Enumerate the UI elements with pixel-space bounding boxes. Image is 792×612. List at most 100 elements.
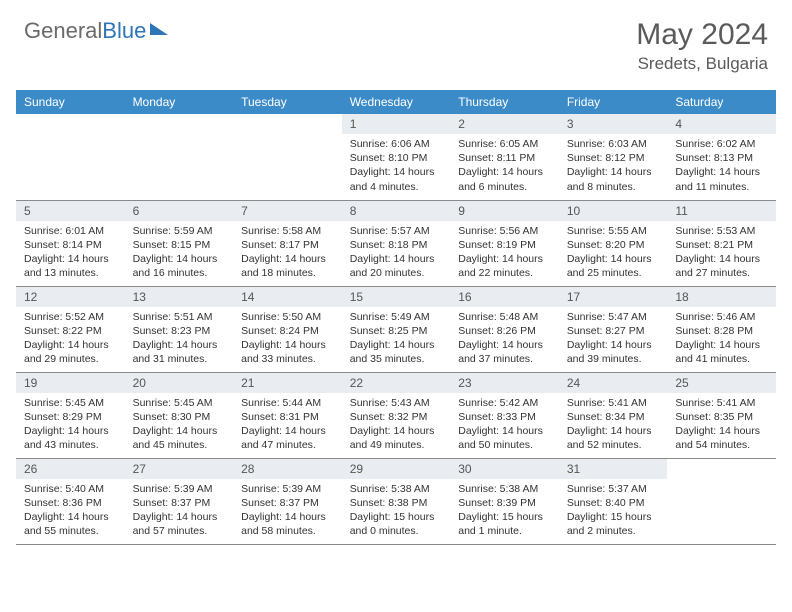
day-number: 13	[125, 287, 234, 307]
day-header: Sunday	[16, 90, 125, 114]
sunset-text: Sunset: 8:32 PM	[350, 410, 443, 424]
daylight-text: Daylight: 14 hours and 33 minutes.	[241, 338, 334, 366]
day-details: Sunrise: 5:59 AMSunset: 8:15 PMDaylight:…	[125, 221, 234, 286]
daylight-text: Daylight: 14 hours and 43 minutes.	[24, 424, 117, 452]
brand-name: GeneralBlue	[24, 18, 146, 44]
sunrise-text: Sunrise: 5:45 AM	[133, 396, 226, 410]
sunset-text: Sunset: 8:30 PM	[133, 410, 226, 424]
sunrise-text: Sunrise: 5:51 AM	[133, 310, 226, 324]
calendar-week-row: 12Sunrise: 5:52 AMSunset: 8:22 PMDayligh…	[16, 286, 776, 372]
calendar-day-cell: 23Sunrise: 5:42 AMSunset: 8:33 PMDayligh…	[450, 372, 559, 458]
sunset-text: Sunset: 8:19 PM	[458, 238, 551, 252]
day-number: 28	[233, 459, 342, 479]
day-details: Sunrise: 5:40 AMSunset: 8:36 PMDaylight:…	[16, 479, 125, 544]
calendar-day-cell: 12Sunrise: 5:52 AMSunset: 8:22 PMDayligh…	[16, 286, 125, 372]
calendar-day-cell: 25Sunrise: 5:41 AMSunset: 8:35 PMDayligh…	[667, 372, 776, 458]
daylight-text: Daylight: 14 hours and 58 minutes.	[241, 510, 334, 538]
day-number: 5	[16, 201, 125, 221]
sunrise-text: Sunrise: 5:37 AM	[567, 482, 660, 496]
sunset-text: Sunset: 8:25 PM	[350, 324, 443, 338]
sunrise-text: Sunrise: 5:55 AM	[567, 224, 660, 238]
day-header-row: SundayMondayTuesdayWednesdayThursdayFrid…	[16, 90, 776, 114]
daylight-text: Daylight: 14 hours and 13 minutes.	[24, 252, 117, 280]
daylight-text: Daylight: 14 hours and 29 minutes.	[24, 338, 117, 366]
daylight-text: Daylight: 14 hours and 11 minutes.	[675, 165, 768, 193]
daylight-text: Daylight: 15 hours and 0 minutes.	[350, 510, 443, 538]
sunset-text: Sunset: 8:24 PM	[241, 324, 334, 338]
sunset-text: Sunset: 8:20 PM	[567, 238, 660, 252]
month-title: May 2024	[636, 18, 768, 52]
day-header: Friday	[559, 90, 668, 114]
day-number: 4	[667, 114, 776, 134]
daylight-text: Daylight: 14 hours and 50 minutes.	[458, 424, 551, 452]
day-number: 17	[559, 287, 668, 307]
calendar-day-cell: 24Sunrise: 5:41 AMSunset: 8:34 PMDayligh…	[559, 372, 668, 458]
calendar-day-cell: 21Sunrise: 5:44 AMSunset: 8:31 PMDayligh…	[233, 372, 342, 458]
sunset-text: Sunset: 8:36 PM	[24, 496, 117, 510]
day-header: Wednesday	[342, 90, 451, 114]
day-details: Sunrise: 5:51 AMSunset: 8:23 PMDaylight:…	[125, 307, 234, 372]
calendar-day-cell: 6Sunrise: 5:59 AMSunset: 8:15 PMDaylight…	[125, 200, 234, 286]
day-header: Monday	[125, 90, 234, 114]
sunrise-text: Sunrise: 5:39 AM	[133, 482, 226, 496]
daylight-text: Daylight: 14 hours and 37 minutes.	[458, 338, 551, 366]
daylight-text: Daylight: 14 hours and 22 minutes.	[458, 252, 551, 280]
calendar-day-cell: 1Sunrise: 6:06 AMSunset: 8:10 PMDaylight…	[342, 114, 451, 200]
day-details: Sunrise: 5:50 AMSunset: 8:24 PMDaylight:…	[233, 307, 342, 372]
day-details: Sunrise: 5:39 AMSunset: 8:37 PMDaylight:…	[233, 479, 342, 544]
calendar-day-cell: 16Sunrise: 5:48 AMSunset: 8:26 PMDayligh…	[450, 286, 559, 372]
daylight-text: Daylight: 14 hours and 39 minutes.	[567, 338, 660, 366]
sunrise-text: Sunrise: 5:57 AM	[350, 224, 443, 238]
calendar-day-cell: 4Sunrise: 6:02 AMSunset: 8:13 PMDaylight…	[667, 114, 776, 200]
calendar-day-cell: 9Sunrise: 5:56 AMSunset: 8:19 PMDaylight…	[450, 200, 559, 286]
sunrise-text: Sunrise: 5:38 AM	[458, 482, 551, 496]
day-details: Sunrise: 5:52 AMSunset: 8:22 PMDaylight:…	[16, 307, 125, 372]
day-details: Sunrise: 6:05 AMSunset: 8:11 PMDaylight:…	[450, 134, 559, 199]
sunrise-text: Sunrise: 5:48 AM	[458, 310, 551, 324]
day-number: 20	[125, 373, 234, 393]
day-number: 21	[233, 373, 342, 393]
day-details: Sunrise: 5:38 AMSunset: 8:38 PMDaylight:…	[342, 479, 451, 544]
daylight-text: Daylight: 15 hours and 2 minutes.	[567, 510, 660, 538]
sunrise-text: Sunrise: 5:56 AM	[458, 224, 551, 238]
daylight-text: Daylight: 14 hours and 16 minutes.	[133, 252, 226, 280]
day-number: 18	[667, 287, 776, 307]
calendar-day-cell: 7Sunrise: 5:58 AMSunset: 8:17 PMDaylight…	[233, 200, 342, 286]
sunset-text: Sunset: 8:38 PM	[350, 496, 443, 510]
daylight-text: Daylight: 14 hours and 47 minutes.	[241, 424, 334, 452]
calendar-day-cell: 22Sunrise: 5:43 AMSunset: 8:32 PMDayligh…	[342, 372, 451, 458]
calendar-day-cell: 17Sunrise: 5:47 AMSunset: 8:27 PMDayligh…	[559, 286, 668, 372]
day-details: Sunrise: 6:01 AMSunset: 8:14 PMDaylight:…	[16, 221, 125, 286]
brand-name-gray: General	[24, 18, 102, 43]
sunrise-text: Sunrise: 5:41 AM	[567, 396, 660, 410]
day-number: 6	[125, 201, 234, 221]
calendar-day-cell: 19Sunrise: 5:45 AMSunset: 8:29 PMDayligh…	[16, 372, 125, 458]
sunset-text: Sunset: 8:17 PM	[241, 238, 334, 252]
sunrise-text: Sunrise: 6:03 AM	[567, 137, 660, 151]
calendar-day-cell: 8Sunrise: 5:57 AMSunset: 8:18 PMDaylight…	[342, 200, 451, 286]
brand-logo: GeneralBlue	[24, 18, 168, 44]
sunset-text: Sunset: 8:21 PM	[675, 238, 768, 252]
daylight-text: Daylight: 14 hours and 25 minutes.	[567, 252, 660, 280]
sunrise-text: Sunrise: 5:44 AM	[241, 396, 334, 410]
day-number: 25	[667, 373, 776, 393]
sunrise-text: Sunrise: 5:39 AM	[241, 482, 334, 496]
daylight-text: Daylight: 14 hours and 45 minutes.	[133, 424, 226, 452]
calendar-week-row: 19Sunrise: 5:45 AMSunset: 8:29 PMDayligh…	[16, 372, 776, 458]
sunrise-text: Sunrise: 5:45 AM	[24, 396, 117, 410]
sunrise-text: Sunrise: 5:38 AM	[350, 482, 443, 496]
day-details: Sunrise: 5:42 AMSunset: 8:33 PMDaylight:…	[450, 393, 559, 458]
sunrise-text: Sunrise: 6:02 AM	[675, 137, 768, 151]
day-details: Sunrise: 5:44 AMSunset: 8:31 PMDaylight:…	[233, 393, 342, 458]
sunset-text: Sunset: 8:26 PM	[458, 324, 551, 338]
calendar-day-cell: 3Sunrise: 6:03 AMSunset: 8:12 PMDaylight…	[559, 114, 668, 200]
day-details: Sunrise: 6:03 AMSunset: 8:12 PMDaylight:…	[559, 134, 668, 199]
calendar-day-cell: 28Sunrise: 5:39 AMSunset: 8:37 PMDayligh…	[233, 458, 342, 544]
calendar-table: SundayMondayTuesdayWednesdayThursdayFrid…	[16, 90, 776, 545]
day-details: Sunrise: 5:49 AMSunset: 8:25 PMDaylight:…	[342, 307, 451, 372]
sunset-text: Sunset: 8:33 PM	[458, 410, 551, 424]
sunrise-text: Sunrise: 6:05 AM	[458, 137, 551, 151]
day-details: Sunrise: 5:53 AMSunset: 8:21 PMDaylight:…	[667, 221, 776, 286]
calendar-week-row: 1Sunrise: 6:06 AMSunset: 8:10 PMDaylight…	[16, 114, 776, 200]
calendar-day-cell: 30Sunrise: 5:38 AMSunset: 8:39 PMDayligh…	[450, 458, 559, 544]
